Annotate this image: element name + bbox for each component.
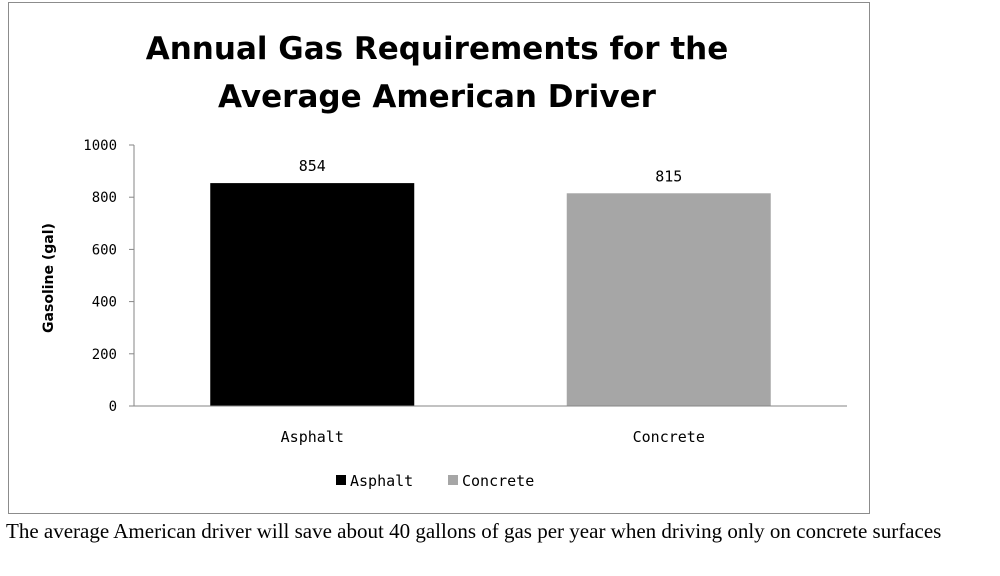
chart-title-line-1: Annual Gas Requirements for the	[146, 31, 728, 67]
category-labels: Asphalt Concrete	[281, 428, 705, 446]
legend: Asphalt Concrete	[336, 472, 534, 490]
y-tick-label: 0	[109, 399, 117, 415]
data-label-concrete: 815	[655, 167, 682, 185]
legend-label-asphalt: Asphalt	[350, 472, 413, 490]
category-label-concrete: Concrete	[633, 428, 705, 446]
bar-concrete	[566, 193, 771, 406]
y-axis-title: Gasoline (gal)	[41, 223, 57, 333]
bar-chart: Annual Gas Requirements for the Average …	[41, 31, 847, 490]
legend-swatch-asphalt	[336, 475, 346, 485]
legend-label-concrete: Concrete	[462, 472, 534, 490]
y-tick-label: 800	[92, 190, 117, 206]
bars	[210, 183, 771, 406]
y-tick-label: 600	[92, 242, 117, 258]
legend-swatch-concrete	[448, 475, 458, 485]
figure-caption: The average American driver will save ab…	[6, 519, 942, 543]
y-tick-label: 400	[92, 295, 117, 311]
chart-frame: Annual Gas Requirements for the Average …	[8, 2, 870, 514]
y-tick-label: 1000	[83, 138, 117, 154]
category-label-asphalt: Asphalt	[281, 428, 344, 446]
y-axis-ticks: 0 200 400 600 800 1000	[83, 138, 134, 415]
data-labels: 854 815	[299, 157, 683, 185]
data-label-asphalt: 854	[299, 157, 326, 175]
bar-asphalt	[210, 183, 415, 406]
chart-title-line-2: Average American Driver	[218, 79, 657, 115]
y-tick-label: 200	[92, 347, 117, 363]
